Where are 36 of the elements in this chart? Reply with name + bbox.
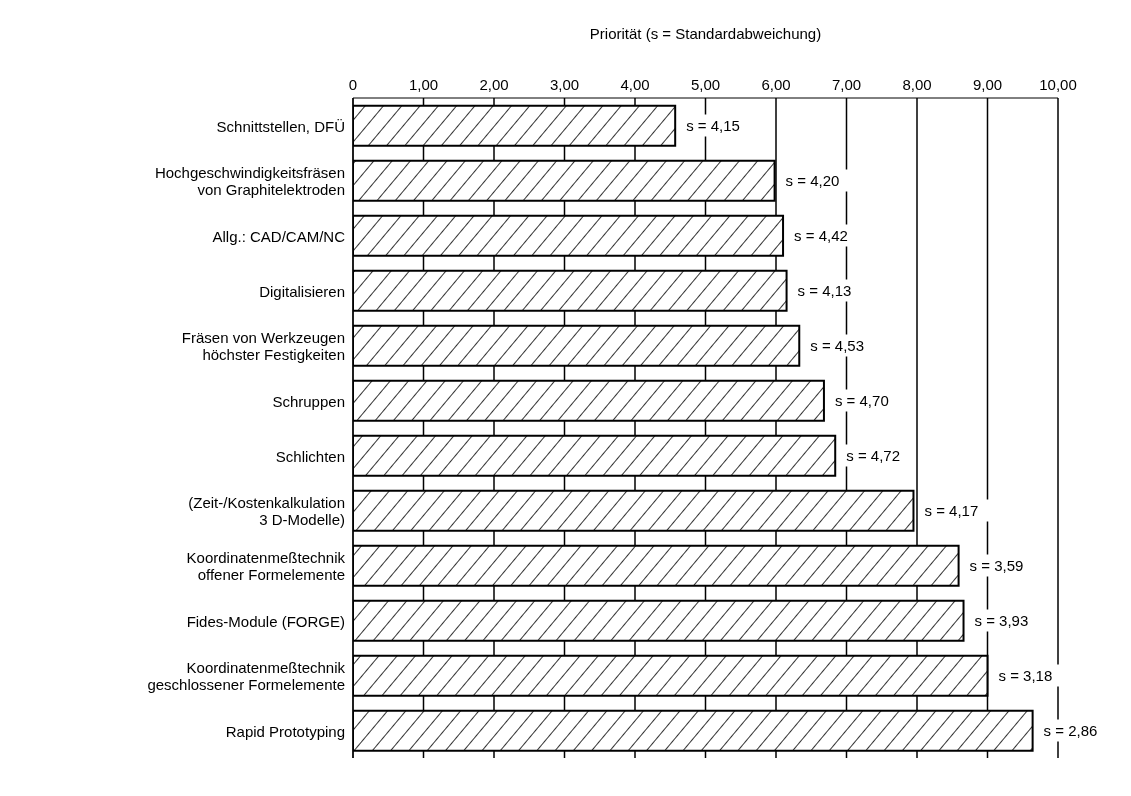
annotation: s = 4,13 xyxy=(797,282,852,299)
annotation: s = 3,59 xyxy=(969,557,1024,574)
y-tick-label: Hochgeschwindigkeitsfräsen von Graphitelektroden xyxy=(154,163,345,198)
y-tick-label: Fides-Module (FORGE) xyxy=(186,612,345,629)
x-tick-label: 9,00 xyxy=(972,76,1003,93)
y-tick-label: Schnittstellen, DFÜ xyxy=(216,117,345,134)
x-tick-label: 2,00 xyxy=(479,76,509,93)
x-tick-label: 4,00 xyxy=(620,76,650,93)
annotation: s = 4,20 xyxy=(785,172,840,189)
annotation: s = 4,72 xyxy=(846,447,901,464)
annotation: s = 4,17 xyxy=(924,502,979,519)
annotation: s = 3,18 xyxy=(998,667,1053,684)
y-tick-label: Allg.: CAD/CAM/NC xyxy=(212,227,346,244)
x-tick-label: 10,00 xyxy=(1039,76,1077,93)
annotation: s = 4,15 xyxy=(686,117,740,134)
x-axis-title: Priorität (s = Standardabweichung) xyxy=(589,24,822,42)
x-tick-label: 6,00 xyxy=(761,76,791,93)
y-tick-label: Digitalisieren xyxy=(259,282,345,299)
y-tick-label: Koordinatenmeßtechnik geschlossener Formelemente xyxy=(147,658,346,693)
y-tick-label: Schlichten xyxy=(275,447,345,464)
annotation: s = 3,93 xyxy=(974,612,1029,629)
x-tick-label: 0 xyxy=(348,76,358,93)
y-tick-label: Fräsen von Werkzeugen höchster Festigkeiten xyxy=(181,328,345,363)
y-tick-label: Koordinatenmeßtechnik offener Formelemente xyxy=(186,548,346,583)
x-tick-label: 1,00 xyxy=(408,76,439,93)
x-tick-label: 5,00 xyxy=(690,76,721,93)
x-tick-label: 8,00 xyxy=(902,76,932,93)
y-tick-label: (Zeit-/Kostenkalkulation 3 D-Modelle) xyxy=(188,493,345,528)
annotation: s = 4,70 xyxy=(834,392,889,409)
x-tick-label: 7,00 xyxy=(831,76,862,93)
annotation: s = 4,53 xyxy=(810,337,865,354)
y-tick-label: Schruppen xyxy=(272,392,345,409)
annotation: s = 4,42 xyxy=(794,227,848,244)
y-tick-label: Rapid Prototyping xyxy=(225,722,345,739)
annotation: s = 2,86 xyxy=(1043,722,1098,739)
x-tick-label: 3,00 xyxy=(549,76,580,93)
